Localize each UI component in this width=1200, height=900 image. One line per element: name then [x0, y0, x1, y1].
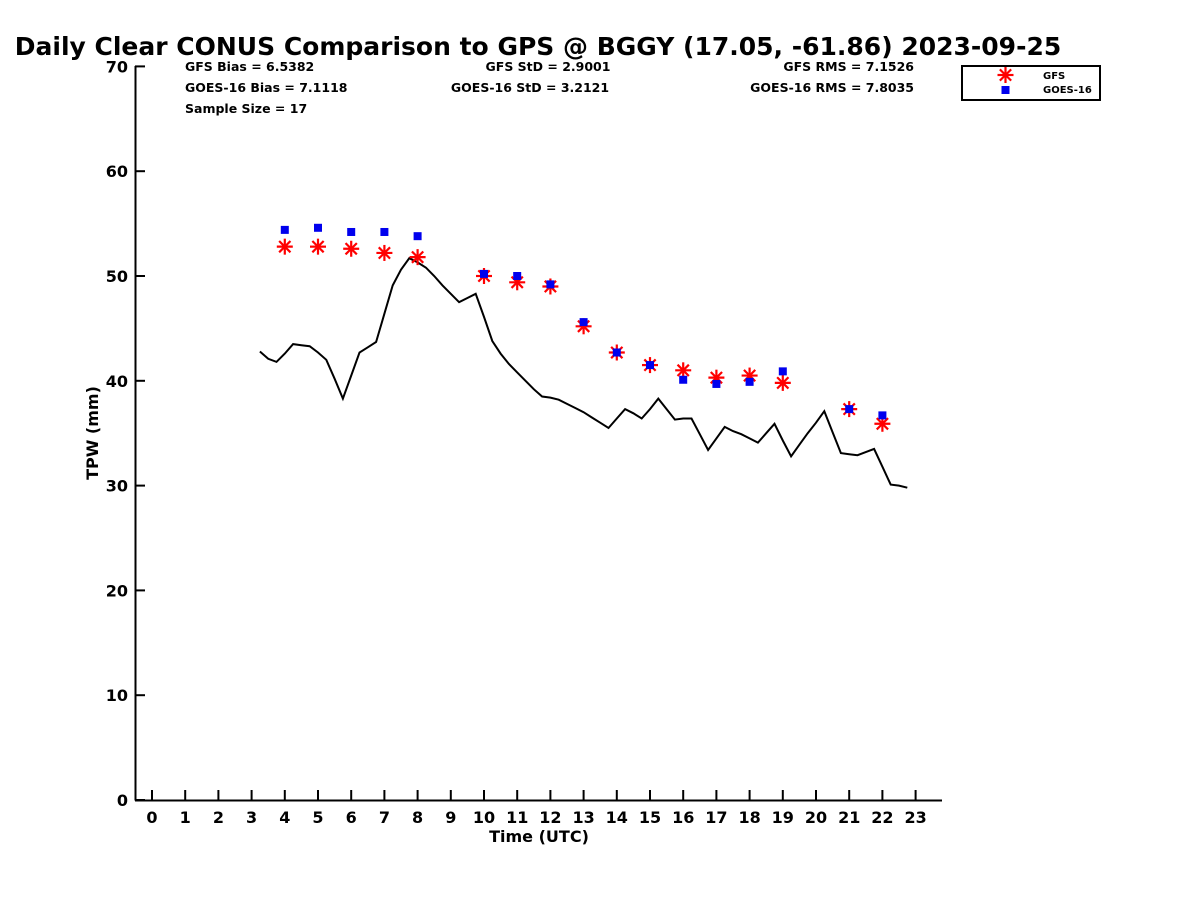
gfs-point	[310, 238, 326, 255]
legend-goes-label: GOES-16	[1043, 85, 1092, 96]
x-tick-label: 16	[672, 808, 694, 827]
y-axis-label: TPW (mm)	[83, 386, 102, 480]
stat-goes-bias: GOES-16 Bias = 7.1118	[185, 80, 347, 95]
x-tick-label: 10	[473, 808, 495, 827]
x-tick-label: 12	[539, 808, 561, 827]
y-tick-label: 30	[106, 477, 128, 496]
legend: GFS GOES-16	[961, 65, 1101, 101]
y-tick-label: 20	[106, 581, 128, 600]
x-axis-label: Time (UTC)	[489, 827, 589, 846]
stat-goes-std: GOES-16 StD = 3.2121	[451, 80, 609, 95]
goes-point	[778, 367, 787, 376]
gfs-point	[774, 374, 791, 391]
x-tick-label: 9	[445, 808, 456, 827]
goes-series	[280, 223, 887, 420]
goes-point	[679, 375, 688, 384]
gps-line	[259, 256, 908, 489]
goes-point	[314, 223, 322, 232]
y-tick-label: 10	[106, 686, 128, 705]
gfs-series	[276, 238, 891, 432]
x-tick-label: 3	[246, 808, 257, 827]
y-tick-label: 70	[106, 57, 128, 76]
goes-point	[579, 318, 588, 327]
goes-point	[413, 232, 422, 241]
y-tick-label: 60	[106, 162, 128, 181]
x-tick-label: 19	[772, 808, 794, 827]
stat-gfs-bias: GFS Bias = 6.5382	[185, 59, 314, 74]
legend-box	[961, 65, 1101, 101]
goes-point	[480, 269, 488, 278]
goes-point	[280, 225, 289, 234]
chart-title: Daily Clear CONUS Comparison to GPS @ BG…	[15, 32, 1062, 61]
y-tick-label: 0	[117, 791, 128, 810]
goes-point	[513, 272, 522, 280]
x-tick-label: 6	[346, 808, 357, 827]
goes-point	[612, 348, 621, 357]
gfs-point	[376, 244, 393, 261]
stat-gfs-rms: GFS RMS = 7.1526	[783, 59, 914, 74]
gfs-point	[675, 362, 692, 379]
gfs-point	[276, 238, 293, 255]
x-tick-label: 18	[738, 808, 760, 827]
x-tick-label: 4	[279, 808, 290, 827]
x-tick-label: 7	[379, 808, 390, 827]
stat-gfs-std: GFS StD = 2.9001	[486, 59, 611, 74]
x-tick-label: 21	[838, 808, 860, 827]
x-tick-label: 15	[639, 808, 661, 827]
gfs-point	[409, 249, 426, 266]
gfs-point	[343, 240, 360, 257]
x-tick-label: 13	[572, 808, 594, 827]
goes-point	[878, 411, 887, 420]
goes-point	[347, 227, 356, 236]
legend-gfs-label: GFS	[1043, 71, 1065, 82]
x-tick-label: 8	[412, 808, 423, 827]
x-tick-label: 11	[506, 808, 528, 827]
goes-point	[712, 379, 721, 388]
axes	[134, 66, 942, 802]
goes-point	[646, 361, 654, 370]
legend-gfs-asterisk	[997, 67, 1014, 83]
goes-point	[845, 405, 854, 414]
x-tick-label: 23	[904, 808, 926, 827]
goes-point	[546, 280, 555, 289]
x-ticks: 0 1 2 3 4 5 6 7 8 9 10 11 12 13 14 15 16 17 18 19 20 21 22 23	[146, 790, 927, 827]
stat-goes-rms: GOES-16 RMS = 7.8035	[750, 80, 914, 95]
x-tick-label: 20	[805, 808, 827, 827]
gps-series	[259, 256, 908, 489]
y-tick-label: 50	[106, 267, 128, 286]
legend-gfs-marker	[997, 67, 1014, 83]
goes-point	[745, 377, 754, 386]
x-tick-label: 0	[146, 808, 157, 827]
y-ticks: 0 10 20 30 40 50 60 70	[106, 57, 145, 810]
x-tick-label: 22	[871, 808, 893, 827]
x-tick-label: 14	[606, 808, 628, 827]
x-tick-label: 5	[312, 808, 323, 827]
x-tick-label: 1	[180, 808, 191, 827]
x-tick-label: 2	[213, 808, 224, 827]
stat-sample-size: Sample Size = 17	[185, 101, 307, 116]
legend-goes-marker	[1001, 86, 1010, 94]
y-tick-label: 40	[106, 372, 128, 391]
x-tick-label: 17	[705, 808, 727, 827]
goes-point	[380, 227, 389, 236]
